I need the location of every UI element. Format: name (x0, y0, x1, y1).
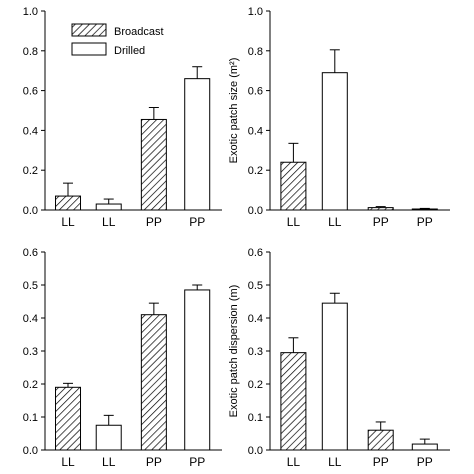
y-tick-label: 0.0 (23, 445, 38, 457)
y-tick-label: 1.0 (248, 6, 263, 18)
bar-drilled-ll (321, 302, 348, 451)
bar-broadcast-ll (55, 386, 82, 451)
x-tick-label: LL (287, 215, 301, 229)
y-tick-label: 0.5 (248, 280, 263, 292)
x-tick-label: LL (287, 455, 301, 469)
x-tick-label: PP (146, 215, 162, 229)
legend-label-drilled: Drilled (114, 45, 145, 57)
x-tick-label: PP (373, 215, 389, 229)
bar-drilled-ll (95, 424, 122, 451)
chart-panel-4: 0.0 0.1 0.2 0.3 0.4 0.5 0.6 LL LL PP PP Exotic patc… (228, 247, 450, 469)
y-tick-label: 1.0 (23, 6, 38, 18)
y-tick-label: 0.2 (248, 165, 263, 177)
y-tick-label: 0.8 (248, 46, 263, 58)
y-tick-label: 0.6 (248, 86, 263, 98)
legend-swatch-drilled (71, 42, 107, 56)
y-tick-label: 0.0 (23, 205, 38, 217)
bar-drilled-pp (411, 208, 438, 211)
y-axis-label: Exotic patch size (m²) (228, 58, 240, 164)
bar-broadcast-ll (55, 195, 82, 211)
x-tick-label: PP (189, 455, 205, 469)
y-axis-label: Exotic patch dispersion (m) (228, 285, 240, 418)
x-tick-label: PP (417, 455, 433, 469)
y-tick-label: 0.2 (248, 379, 263, 391)
x-tick-label: PP (189, 215, 205, 229)
bar-drilled-ll (95, 203, 122, 211)
chart-panel-2: 0.0 0.2 0.4 0.6 0.8 1.0 LL LL PP PP Exotic patch s… (228, 6, 450, 229)
y-tick-label: 0.8 (23, 46, 38, 58)
y-tick-label: 0.5 (23, 280, 38, 292)
x-tick-label: LL (328, 215, 342, 229)
y-tick-label: 0.4 (23, 313, 38, 325)
bar-broadcast-ll (280, 161, 307, 211)
x-tick-label: PP (146, 455, 162, 469)
y-tick-label: 0.3 (248, 346, 263, 358)
bar-broadcast-pp (140, 314, 167, 451)
bar-broadcast-pp (367, 207, 394, 211)
x-tick-label: LL (61, 215, 75, 229)
y-tick-label: 0.4 (248, 313, 263, 325)
y-tick-label: 0.4 (248, 125, 263, 137)
x-tick-label: PP (417, 215, 433, 229)
legend: Broadcast Drilled (71, 23, 164, 57)
x-tick-label: LL (102, 215, 116, 229)
y-tick-label: 0.2 (23, 165, 38, 177)
bar-drilled-ll (321, 72, 348, 211)
bar-broadcast-ll (280, 352, 307, 451)
y-tick-label: 0.6 (23, 247, 38, 259)
bar-drilled-pp (184, 289, 211, 451)
y-tick-label: 0.0 (248, 445, 263, 457)
y-tick-label: 0.6 (23, 86, 38, 98)
legend-label-broadcast: Broadcast (114, 26, 164, 38)
x-tick-label: PP (373, 455, 389, 469)
x-tick-label: LL (61, 455, 75, 469)
chart-panel-3: 0.0 0.1 0.2 0.3 0.4 0.5 0.6 LL LL PP PP (23, 247, 222, 469)
y-tick-label: 0.2 (23, 379, 38, 391)
y-tick-label: 0.1 (248, 412, 263, 424)
y-tick-label: 0.4 (23, 125, 38, 137)
x-tick-label: LL (102, 455, 116, 469)
y-tick-label: 0.6 (248, 247, 263, 259)
x-tick-label: LL (328, 455, 342, 469)
bar-drilled-pp (411, 443, 438, 451)
y-tick-label: 0.1 (23, 412, 38, 424)
legend-swatch-broadcast (71, 23, 107, 37)
bar-broadcast-pp (140, 118, 167, 211)
y-tick-label: 0.3 (23, 346, 38, 358)
bar-broadcast-pp (367, 429, 394, 451)
y-tick-label: 0.0 (248, 205, 263, 217)
chart-panel-1: 0.0 0.2 0.4 0.6 0.8 1.0 LL LL PP PP Broadcast Drill… (23, 6, 222, 229)
bar-drilled-pp (184, 78, 211, 211)
